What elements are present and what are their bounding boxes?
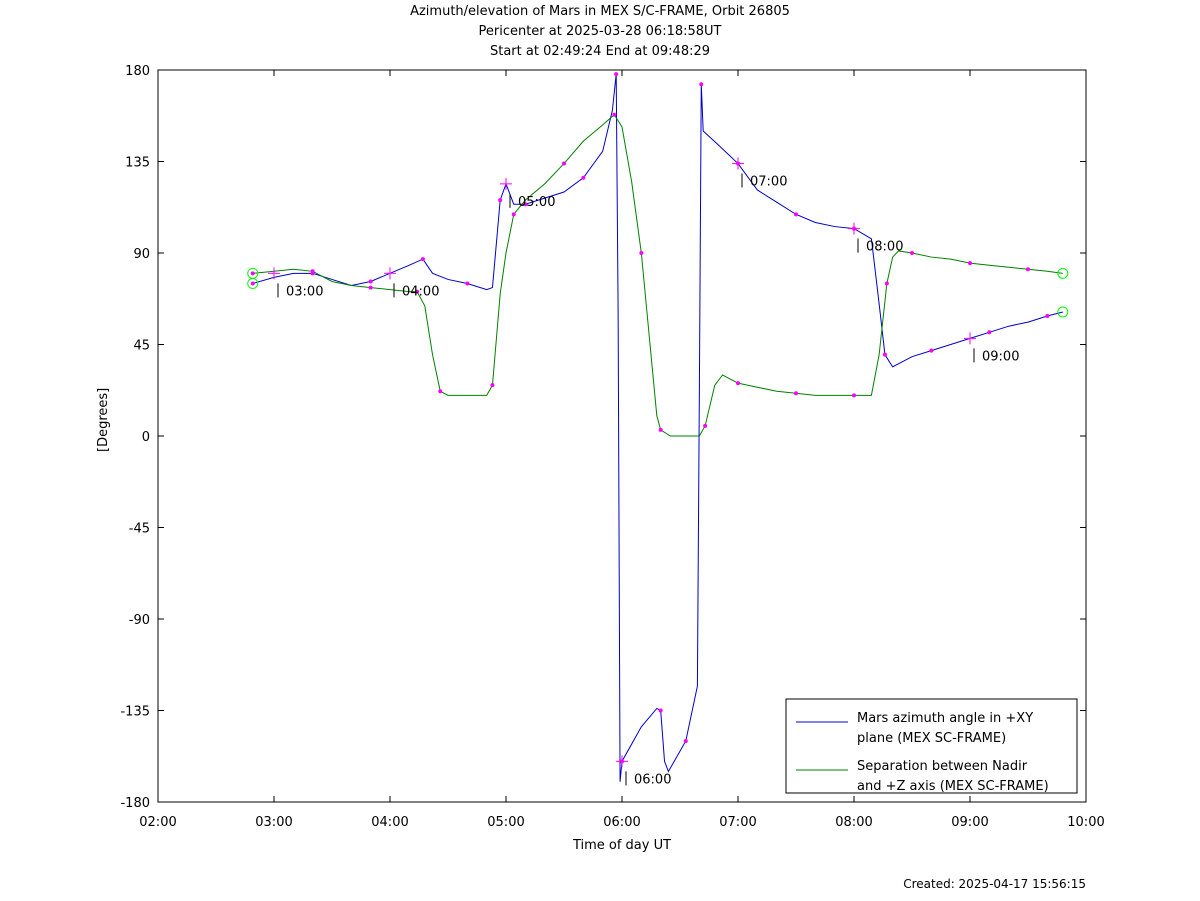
y-tick-label: 45 <box>133 339 150 354</box>
legend-entry-label: Separation between Nadir <box>857 759 1028 774</box>
data-point-marker <box>1026 267 1030 272</box>
created-timestamp: Created: 2025-04-17 15:56:15 <box>903 877 1086 891</box>
data-point-marker <box>929 348 934 353</box>
data-point-marker <box>511 212 516 217</box>
azimuth-series-line <box>252 74 1063 782</box>
endpoint-circle <box>1057 267 1069 279</box>
legend-entry-label: Mars azimuth angle in +XY <box>857 711 1033 726</box>
data-point-marker <box>415 289 420 294</box>
data-point-marker <box>968 261 972 266</box>
chart-subtitle-pericenter: Pericenter at 2025-03-28 06:18:58UT <box>478 24 722 39</box>
x-tick-label: 10:00 <box>1067 815 1104 830</box>
hour-marker-label: 04:00 <box>402 284 439 299</box>
y-axis-label: [Degrees] <box>96 387 111 452</box>
y-tick-label: 135 <box>125 156 150 171</box>
data-point-marker <box>498 198 503 203</box>
data-point-marker <box>612 112 617 117</box>
data-point-marker <box>658 708 663 713</box>
data-point-marker <box>310 269 315 274</box>
data-point-marker <box>987 330 992 335</box>
data-point-marker <box>794 391 798 396</box>
x-tick-label: 08:00 <box>835 815 872 830</box>
data-point-marker <box>420 257 425 262</box>
data-point-marker <box>703 423 708 428</box>
data-point-marker <box>794 212 798 217</box>
hour-marker-label: 03:00 <box>286 284 323 299</box>
hour-marker-label: 06:00 <box>634 772 671 787</box>
x-tick-label: 02:00 <box>139 815 176 830</box>
data-point-marker <box>465 281 470 286</box>
data-point-marker <box>250 281 255 286</box>
x-tick-label: 04:00 <box>371 815 408 830</box>
y-tick-label: -135 <box>120 705 150 720</box>
legend: Mars azimuth angle in +XY plane (MEX SC-F… <box>785 698 1078 794</box>
data-point-marker <box>884 281 889 286</box>
series-lines <box>252 74 1063 782</box>
endpoint-circle <box>1057 306 1069 318</box>
data-point-marker <box>614 72 619 77</box>
hour-marker-label: 08:00 <box>866 240 903 255</box>
data-point-marker <box>368 279 373 284</box>
data-point-marker <box>882 352 887 357</box>
data-point-marker <box>490 383 495 388</box>
data-point-marker <box>736 381 740 386</box>
chart-title: Azimuth/elevation of Mars in MEX S/C-FRA… <box>410 4 790 19</box>
data-point-marker <box>368 285 373 290</box>
separation-series-line <box>252 113 1063 437</box>
x-tick-label: 07:00 <box>719 815 756 830</box>
series-markers <box>247 72 1069 764</box>
data-point-marker <box>639 251 644 255</box>
hour-marker-label: 05:00 <box>518 195 555 210</box>
plot-frame <box>157 69 1087 803</box>
axis-ticks: 02:00 03:00 04:00 05:00 06:00 07:00 08:00 09:00… <box>120 64 1104 853</box>
legend-box <box>785 698 1078 794</box>
data-point-marker <box>699 82 704 87</box>
data-point-marker <box>1045 314 1050 319</box>
data-point-marker <box>683 739 688 743</box>
x-tick-label: 05:00 <box>487 815 524 830</box>
hour-marker-label: 09:00 <box>982 349 1019 364</box>
endpoint-circle <box>247 267 259 279</box>
legend-entry-label: and +Z axis (MEX SC-FRAME) <box>857 779 1049 794</box>
y-tick-label: -180 <box>120 796 150 811</box>
y-tick-label: 90 <box>133 247 150 262</box>
x-axis-label: Time of day UT <box>572 838 671 853</box>
legend-entry-label: plane (MEX SC-FRAME) <box>857 731 1006 746</box>
y-tick-label: -45 <box>129 522 150 537</box>
y-tick-label: 180 <box>125 64 150 79</box>
data-point-marker <box>438 389 443 394</box>
x-tick-label: 03:00 <box>255 815 292 830</box>
hour-marker-label: 07:00 <box>750 175 787 190</box>
data-point-marker <box>523 202 528 207</box>
x-tick-label: 06:00 <box>603 815 640 830</box>
data-point-marker <box>562 161 566 166</box>
hour-marker-labels: 03:00 04:00 05:00 06:00 07:00 08:00 09:00 <box>268 157 1019 787</box>
data-point-marker <box>250 271 255 276</box>
y-tick-label: 0 <box>142 430 150 445</box>
y-tick-label: -90 <box>129 613 150 628</box>
chart-subtitle-start-end: Start at 02:49:24 End at 09:48:29 <box>489 44 711 59</box>
x-tick-label: 09:00 <box>951 815 988 830</box>
data-point-marker <box>852 393 856 398</box>
data-point-marker <box>658 427 663 432</box>
data-point-marker <box>581 175 586 180</box>
data-point-marker <box>910 251 914 255</box>
